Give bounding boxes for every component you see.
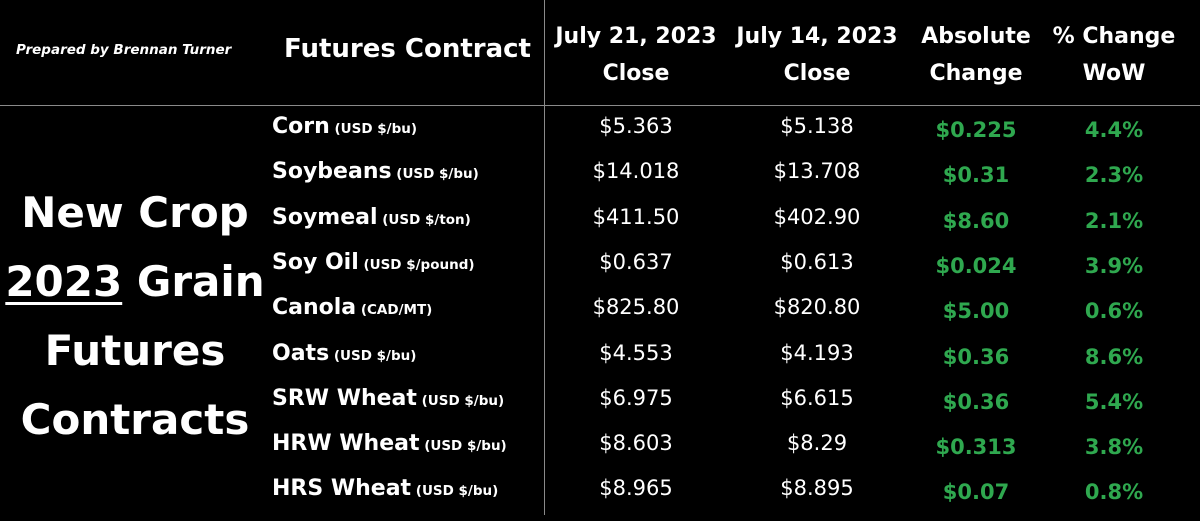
title-line-1: New Crop (21, 188, 249, 237)
header-pct-line2: WoW (1082, 61, 1146, 86)
contract-name: Soymeal (272, 204, 378, 230)
header-jul21-line2: Close (602, 61, 670, 86)
close-jul21-cell: $8.965 (599, 476, 673, 501)
header-pct-change: % Change WoW (1034, 18, 1194, 92)
close-jul14-cell: $4.193 (780, 340, 854, 365)
column-divider (544, 0, 545, 515)
contract-name: Soybeans (272, 159, 392, 185)
close-jul14-cell: $6.615 (780, 385, 854, 410)
percent-change-cell: 3.8% (1084, 435, 1144, 460)
contract-unit: (USD $/ton) (377, 211, 471, 228)
contract-label: Soymeal (USD $/ton) (272, 205, 471, 230)
header-divider (0, 105, 1200, 106)
header-futures-contract: Futures Contract (284, 34, 531, 64)
table-row: Oats (USD $/bu) $4.553 $4.193 $0.36 8.6% (0, 341, 1200, 386)
header-abs-line1: Absolute (921, 24, 1031, 49)
title-line-3: Futures (44, 326, 226, 375)
contract-name: HRS Wheat (272, 476, 412, 502)
header-abs-line2: Change (929, 61, 1023, 86)
contract-label: SRW Wheat (USD $/bu) (272, 386, 504, 411)
title-line-2: 2023 Grain (4, 247, 266, 316)
contract-unit: (USD $/bu) (329, 347, 417, 364)
contract-unit: (USD $/bu) (416, 392, 505, 409)
header-jul21-line1: July 21, 2023 (555, 24, 717, 49)
header-absolute-change: Absolute Change (886, 18, 1066, 92)
absolute-change-cell: $5.00 (942, 299, 1010, 324)
close-jul14-cell: $820.80 (773, 295, 861, 320)
table-row: Canola (CAD/MT) $825.80 $820.80 $5.00 0.6% (0, 295, 1200, 340)
contract-name: HRW Wheat (272, 431, 420, 457)
header-jul14-close: July 14, 2023 Close (727, 18, 907, 92)
percent-change-cell: 8.6% (1084, 344, 1144, 369)
close-jul14-cell: $5.138 (780, 114, 854, 138)
percent-change-cell: 4.4% (1084, 118, 1144, 142)
close-jul21-cell: $8.603 (599, 431, 673, 456)
contract-unit: (USD $/bu) (419, 438, 507, 455)
contract-label: Soybeans (USD $/bu) (272, 159, 479, 184)
close-jul21-cell: $825.80 (592, 295, 680, 320)
table-row: Corn (USD $/bu) $5.363 $5.138 $0.225 4.4% (0, 114, 1200, 159)
close-jul21-cell: $4.553 (599, 340, 673, 365)
absolute-change-cell: $0.313 (935, 435, 1017, 460)
contract-label: Corn (USD $/bu) (272, 114, 417, 139)
close-jul21-cell: $0.637 (599, 249, 673, 274)
percent-change-cell: 2.1% (1084, 208, 1144, 233)
contract-label: Oats (USD $/bu) (272, 341, 416, 366)
contract-name: Canola (272, 295, 357, 321)
close-jul21-cell: $6.975 (599, 385, 673, 410)
title-grain: Grain (122, 257, 265, 306)
percent-change-cell: 0.8% (1084, 480, 1144, 505)
contract-name: SRW Wheat (272, 385, 417, 411)
close-jul21-cell: $5.363 (599, 114, 673, 138)
contract-label: HRS Wheat (USD $/bu) (272, 476, 498, 501)
percent-change-cell: 3.9% (1084, 253, 1144, 278)
close-jul14-cell: $8.895 (780, 476, 854, 501)
header-jul14-line2: Close (783, 61, 851, 86)
table-row: HRW Wheat (USD $/bu) $8.603 $8.29 $0.313 3.8… (0, 431, 1200, 476)
contract-unit: (USD $/pound) (358, 256, 475, 273)
close-jul14-cell: $402.90 (773, 204, 861, 229)
table-row: Soy Oil (USD $/pound) $0.637 $0.613 $0.024 3… (0, 250, 1200, 295)
table-row: HRS Wheat (USD $/bu) $8.965 $8.895 $0.07 0.8… (0, 476, 1200, 521)
page-title: New Crop 2023 Grain Futures Contracts (4, 178, 266, 454)
absolute-change-cell: $0.07 (942, 480, 1010, 505)
contract-name: Oats (272, 340, 330, 366)
absolute-change-cell: $0.024 (935, 253, 1017, 278)
absolute-change-cell: $0.225 (935, 118, 1017, 142)
close-jul14-cell: $8.29 (786, 431, 848, 456)
header-jul14-line1: July 14, 2023 (736, 24, 898, 49)
contract-unit: (USD $/bu) (411, 483, 499, 500)
contract-name: Soy Oil (272, 249, 359, 275)
contract-unit: (CAD/MT) (356, 302, 433, 319)
contract-unit: (USD $/bu) (329, 121, 418, 137)
percent-change-cell: 0.6% (1084, 299, 1144, 324)
contract-label: HRW Wheat (USD $/bu) (272, 431, 507, 456)
contract-label: Canola (CAD/MT) (272, 295, 432, 320)
title-year: 2023 (5, 257, 123, 306)
absolute-change-cell: $0.31 (942, 163, 1010, 188)
contract-unit: (USD $/bu) (391, 166, 479, 183)
header-pct-line1: % Change (1052, 24, 1176, 49)
contract-label: Soy Oil (USD $/pound) (272, 250, 475, 275)
absolute-change-cell: $0.36 (942, 344, 1010, 369)
absolute-change-cell: $8.60 (942, 208, 1010, 233)
percent-change-cell: 2.3% (1084, 163, 1144, 188)
table-row: Soymeal (USD $/ton) $411.50 $402.90 $8.60 2.… (0, 205, 1200, 250)
absolute-change-cell: $0.36 (942, 389, 1010, 414)
contract-name: Corn (272, 114, 330, 139)
table-row: Soybeans (USD $/bu) $14.018 $13.708 $0.31 2.… (0, 159, 1200, 204)
header-jul21-close: July 21, 2023 Close (546, 18, 726, 92)
table-row: SRW Wheat (USD $/bu) $6.975 $6.615 $0.36 5.4… (0, 386, 1200, 431)
close-jul14-cell: $0.613 (780, 249, 854, 274)
close-jul21-cell: $14.018 (592, 159, 680, 184)
author-credit: Prepared by Brennan Turner (16, 42, 232, 58)
close-jul21-cell: $411.50 (592, 204, 680, 229)
close-jul14-cell: $13.708 (773, 159, 861, 184)
percent-change-cell: 5.4% (1084, 389, 1144, 414)
title-line-4: Contracts (20, 395, 250, 444)
